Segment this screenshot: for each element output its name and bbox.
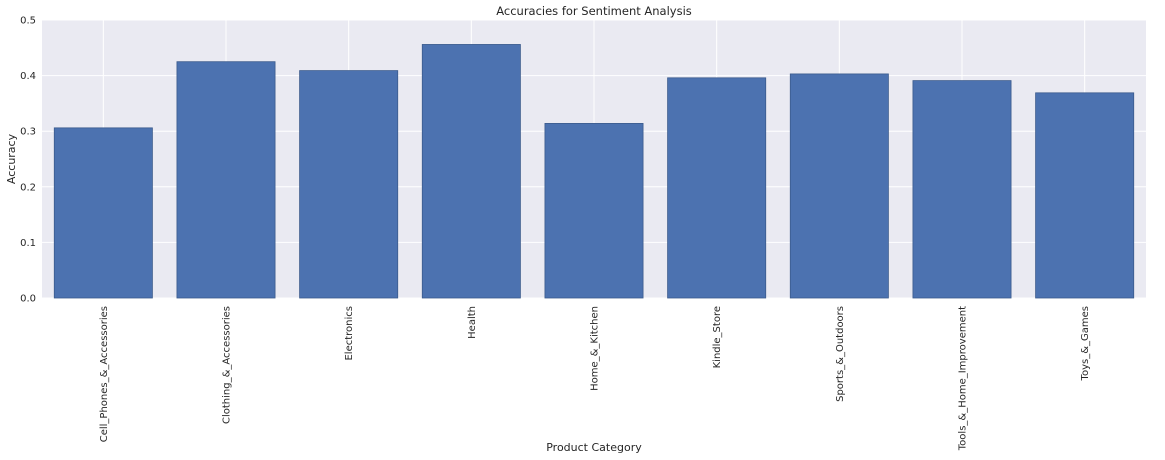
chart-title: Accuracies for Sentiment Analysis	[496, 4, 692, 18]
y-tick-labels: 0.0 0.1 0.2 0.3 0.4 0.5	[20, 16, 36, 305]
bars	[53, 44, 1135, 299]
x-tick-label: Home_&_Kitchen	[590, 306, 601, 391]
y-tick-label: 0.2	[20, 182, 36, 193]
x-tick-label: Tools_&_Home_Improvement	[958, 306, 969, 451]
y-tick-label: 0.1	[20, 238, 36, 249]
y-axis-label: Accuracy	[5, 133, 18, 184]
x-tick-label: Health	[467, 306, 478, 339]
bar-health	[421, 44, 521, 299]
x-axis-label: Product Category	[546, 441, 642, 454]
x-tick-label: Electronics	[344, 306, 355, 361]
x-tick-label: Cell_Phones_&_Accessories	[99, 306, 110, 442]
bar-toys-games	[1035, 92, 1135, 299]
x-tick-label: Clothing_&_Accessories	[222, 306, 233, 424]
x-tick-label: Sports_&_Outdoors	[835, 306, 846, 402]
bar-home-kitchen	[544, 123, 644, 299]
bar-tools-home-improvement	[912, 80, 1012, 299]
bar-cell-phones-accessories	[53, 127, 153, 299]
bar-electronics	[299, 70, 399, 299]
y-tick-label: 0.3	[20, 127, 36, 138]
x-tick-labels: Cell_Phones_&_Accessories Clothing_&_Acce…	[99, 306, 1091, 451]
bar-clothing-accessories	[176, 61, 276, 299]
x-tick-label: Kindle_Store	[712, 306, 723, 368]
y-tick-label: 0.4	[20, 71, 36, 82]
x-tick-label: Toys_&_Games	[1080, 306, 1091, 381]
bar-kindle-store	[667, 77, 767, 299]
bar-sports-outdoors	[789, 73, 889, 299]
y-tick-label: 0.5	[20, 16, 36, 27]
y-tick-label: 0.0	[20, 294, 36, 305]
